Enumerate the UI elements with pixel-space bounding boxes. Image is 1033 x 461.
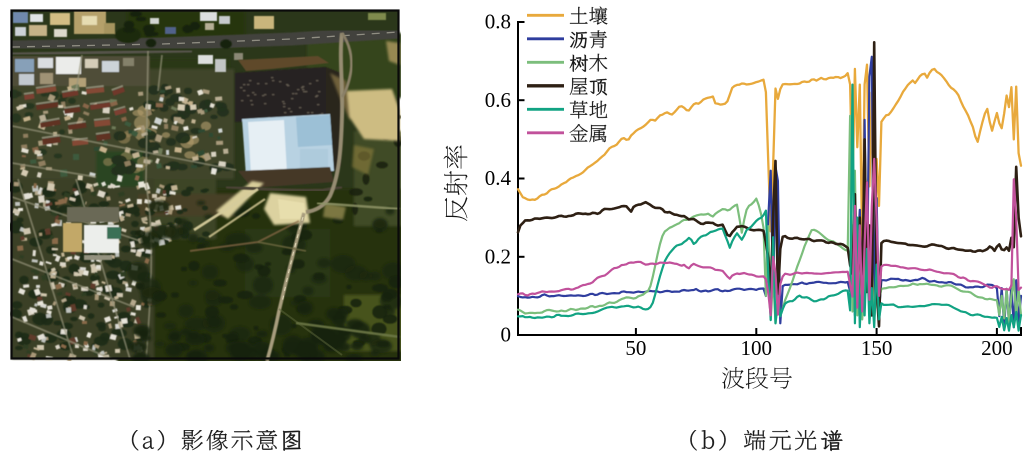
svg-text:50: 50 xyxy=(625,336,646,360)
svg-text:150: 150 xyxy=(861,336,893,360)
svg-text:0.4: 0.4 xyxy=(485,166,512,190)
svg-text:0.6: 0.6 xyxy=(485,88,511,112)
svg-text:0.8: 0.8 xyxy=(485,10,511,34)
svg-text:100: 100 xyxy=(741,336,773,360)
svg-text:0: 0 xyxy=(501,323,512,347)
svg-text:200: 200 xyxy=(981,336,1013,360)
svg-text:0.2: 0.2 xyxy=(485,244,511,268)
